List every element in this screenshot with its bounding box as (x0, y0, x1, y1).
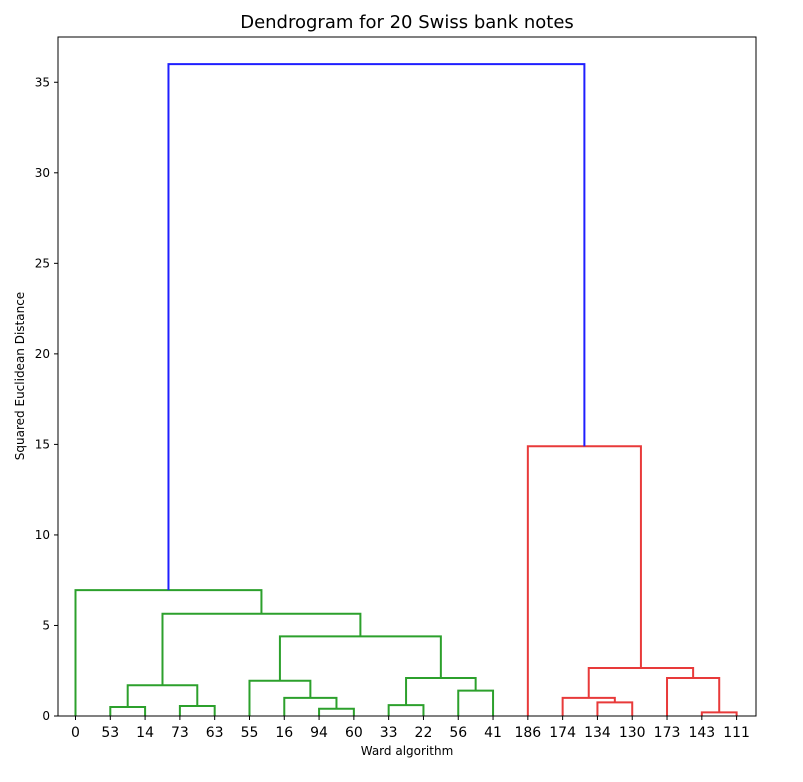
leaf-label: 16 (275, 725, 293, 741)
leaf-label: 22 (415, 725, 433, 741)
leaf-label: 14 (136, 725, 154, 741)
y-tick-label: 20 (35, 347, 50, 361)
x-axis-label: Ward algorithm (361, 744, 454, 758)
y-axis: 0 5 10 15 20 25 30 35 (35, 75, 58, 723)
cluster-link (457, 689, 495, 716)
cluster-link (700, 711, 738, 716)
y-tick-label: 0 (42, 709, 50, 723)
plot-frame (57, 36, 757, 717)
dendrogram-links (74, 63, 738, 716)
cluster-link (596, 701, 634, 716)
chart-title: Dendrogram for 20 Swiss bank notes (240, 12, 574, 33)
cluster-link (178, 705, 216, 716)
leaf-label: 174 (549, 725, 576, 741)
cluster-link (318, 707, 355, 716)
leaf-label: 55 (241, 725, 259, 741)
y-tick-label: 35 (35, 75, 50, 89)
leaf-label: 134 (584, 725, 611, 741)
cluster-link (666, 676, 721, 716)
leaf-label: 111 (723, 725, 750, 741)
leaf-label: 41 (484, 725, 502, 741)
leaf-label: 94 (310, 725, 328, 741)
leaf-label: 186 (514, 725, 541, 741)
leaf-label: 173 (654, 725, 681, 741)
cluster-link (109, 705, 147, 716)
leaf-label: 60 (345, 725, 363, 741)
cluster-link (74, 589, 263, 716)
cluster-link (587, 667, 695, 698)
cluster-link (283, 696, 338, 716)
cluster-link (278, 635, 442, 681)
leaf-label: 73 (171, 725, 189, 741)
x-axis: 0 53 14 73 63 55 16 94 60 33 22 56 41 186 174 134 130 173… (71, 716, 750, 741)
cluster-link (387, 704, 425, 716)
cluster-link (167, 63, 586, 591)
y-tick-label: 5 (42, 618, 50, 632)
cluster-link (161, 612, 362, 686)
leaf-label: 143 (688, 725, 715, 741)
y-axis-label: Squared Euclidean Distance (13, 292, 27, 460)
leaf-label: 0 (71, 725, 80, 741)
cluster-link (526, 445, 642, 716)
y-tick-label: 15 (35, 437, 50, 451)
leaf-label: 130 (619, 725, 646, 741)
cluster-link (561, 696, 616, 716)
leaf-label: 33 (380, 725, 398, 741)
y-tick-label: 30 (35, 166, 50, 180)
y-tick-label: 25 (35, 256, 50, 270)
cluster-link (126, 684, 199, 707)
leaf-label: 53 (101, 725, 119, 741)
leaf-label: 63 (206, 725, 224, 741)
leaf-label: 56 (449, 725, 467, 741)
y-tick-label: 10 (35, 528, 50, 542)
